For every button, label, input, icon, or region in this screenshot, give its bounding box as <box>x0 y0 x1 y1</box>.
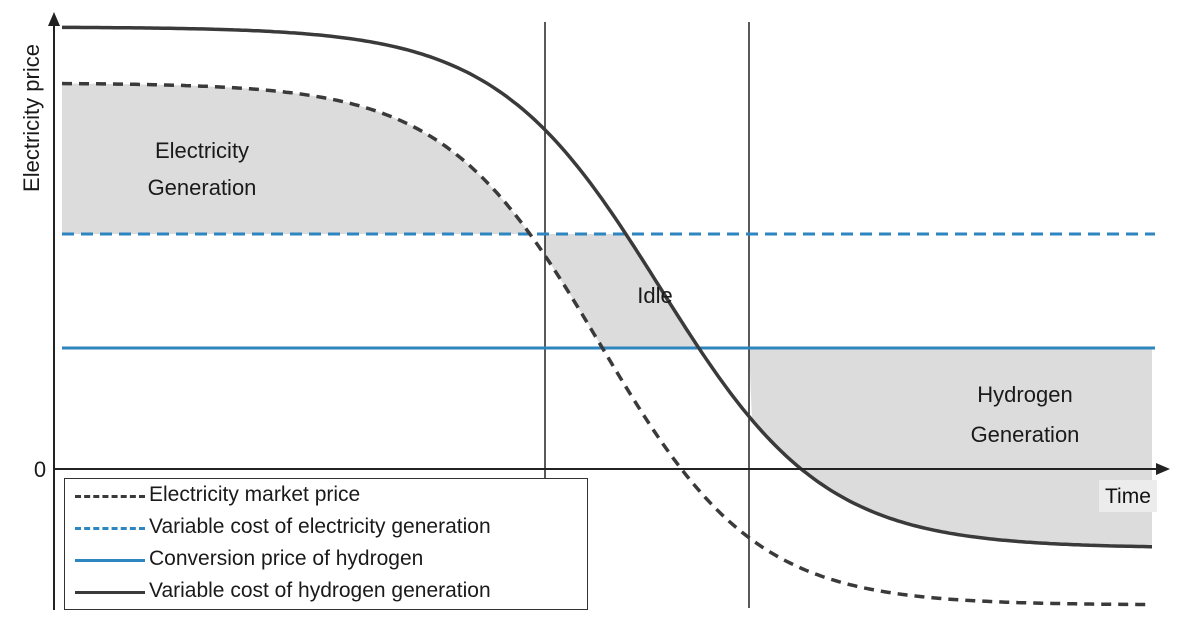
electricity-generation-region <box>62 83 545 234</box>
electricity-generation-label-line1: Electricity <box>155 138 249 163</box>
x-axis-label: Time <box>1105 485 1151 508</box>
electricity-market-price-curve <box>61 81 1153 607</box>
legend-label: Variable cost of electricity generation <box>149 515 491 538</box>
dashed-blue-swatch-icon <box>75 527 145 530</box>
y-axis-label: Electricity price <box>19 44 44 192</box>
variable-cost-hydrogen-curve <box>62 25 1152 549</box>
hydrogen-generation-label-line1: Hydrogen <box>977 382 1072 407</box>
electricity-generation-label-line2: Generation <box>148 175 257 200</box>
x-axis-label-box: Time <box>1099 480 1157 512</box>
hydrogen-generation-label-line2: Generation <box>971 422 1080 447</box>
legend-label: Electricity market price <box>149 483 361 506</box>
legend-item-variable-cost-electricity: Variable cost of electricity generation <box>65 513 587 543</box>
legend-item-market-price: Electricity market price <box>65 481 587 511</box>
dashed-dark-swatch-icon <box>75 495 145 498</box>
legend-label: Variable cost of hydrogen generation <box>149 579 491 602</box>
legend-item-variable-cost-hydrogen: Variable cost of hydrogen generation <box>65 577 587 607</box>
legend-label: Conversion price of hydrogen <box>149 547 424 570</box>
idle-label: Idle <box>637 283 672 308</box>
legend-item-conversion-price: Conversion price of hydrogen <box>65 545 587 575</box>
y-axis-arrow-icon <box>48 12 60 26</box>
legend: Electricity market price Variable cost o… <box>64 478 588 610</box>
solid-dark-swatch-icon <box>75 591 145 594</box>
zero-label: 0 <box>34 457 46 482</box>
solid-blue-swatch-icon <box>75 559 145 562</box>
x-axis-arrow-icon <box>1156 463 1170 475</box>
idle-region <box>545 234 697 348</box>
hydrogen-generation-region <box>749 348 1152 547</box>
